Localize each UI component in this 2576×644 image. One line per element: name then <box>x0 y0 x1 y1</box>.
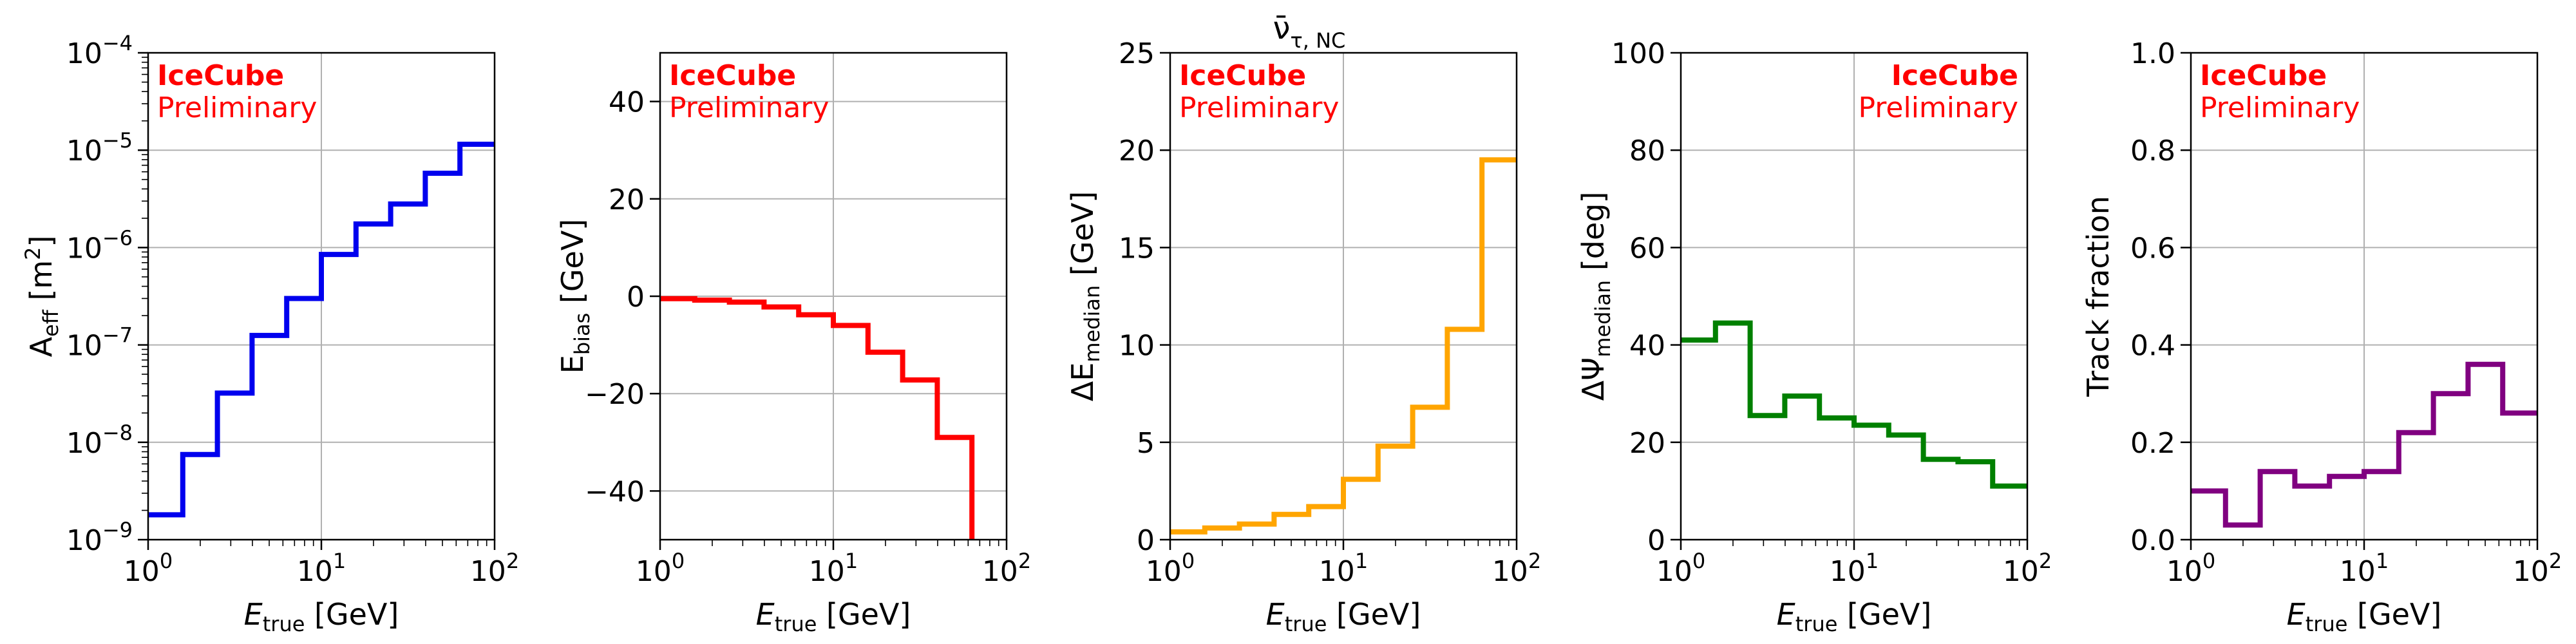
annotation-icecube: IceCube <box>157 59 284 92</box>
x-tick-label: 100 <box>636 549 685 588</box>
annotation-preliminary: Preliminary <box>669 91 829 124</box>
y-axis-label: ΔEmedian [GeV] <box>1065 191 1104 401</box>
x-tick-label: 102 <box>470 549 519 588</box>
y-tick-label: −20 <box>585 378 645 411</box>
x-tick-label: 100 <box>1656 549 1705 588</box>
y-tick-label: 20 <box>1629 427 1665 460</box>
annotation-preliminary: Preliminary <box>2200 91 2360 124</box>
y-tick-label: 0.0 <box>2130 524 2175 557</box>
y-tick-label: 40 <box>609 86 645 119</box>
y-axis-label: ΔΨmedian [deg] <box>1576 192 1615 401</box>
x-tick-label: 102 <box>982 549 1031 588</box>
y-axis-label: Aeff [m2] <box>21 236 63 357</box>
y-tick-label: 15 <box>1119 232 1155 265</box>
y-tick-label: 0.4 <box>2130 330 2175 363</box>
panel-1: 100 101 102 10−9 10−8 10−7 10−6 10−5 10−4 Etrue [… <box>21 31 519 636</box>
x-axis-label: Etrue [GeV] <box>1777 597 1932 636</box>
x-tick-label: 101 <box>1319 549 1368 588</box>
figure-title: ν̄τ, NC <box>1273 10 1346 53</box>
y-tick-label: 25 <box>1119 37 1155 70</box>
y-tick-label: 0 <box>627 281 645 314</box>
series-step-line <box>660 296 975 540</box>
y-tick-label: 10 <box>1119 330 1155 363</box>
x-tick-label: 101 <box>297 549 346 588</box>
x-axis-label: Etrue [GeV] <box>2287 597 2442 636</box>
x-tick-label: 102 <box>2513 549 2562 588</box>
series-step-line <box>1170 157 1517 535</box>
panel-3: 100 101 102 0 5 10 15 20 25 Etrue [GeV] ΔEmedian [… <box>1065 37 1541 636</box>
x-tick-label: 101 <box>809 549 858 588</box>
y-axis-label: Track fraction <box>2081 196 2116 397</box>
y-tick-label: 20 <box>1119 135 1155 167</box>
y-tick-label: −40 <box>585 475 645 508</box>
annotation-icecube: IceCube <box>669 59 796 92</box>
series-step-line <box>1681 320 2027 489</box>
y-tick-label: 10−8 <box>66 421 133 460</box>
annotation-icecube: IceCube <box>1891 59 2018 92</box>
y-tick-label: 1.0 <box>2130 37 2175 70</box>
x-tick-label: 100 <box>2166 549 2215 588</box>
series-step-line <box>2191 361 2537 528</box>
panel-2: 100 101 102 −40 −20 0 20 40 Etrue [GeV] Ebias [Ge… <box>555 52 1031 636</box>
panel-5: 100 101 102 0.0 0.2 0.4 0.6 0.8 1.0 Etrue [GeV] Tr… <box>2081 37 2562 636</box>
y-tick-label: 5 <box>1137 427 1155 460</box>
x-tick-label: 100 <box>124 549 173 588</box>
y-tick-label: 0 <box>1647 524 1665 557</box>
y-tick-label: 0.6 <box>2130 232 2175 265</box>
y-tick-label: 0.2 <box>2130 427 2175 460</box>
series-step-line <box>148 142 495 518</box>
y-tick-label: 100 <box>1611 37 1665 70</box>
annotation-preliminary: Preliminary <box>157 91 317 124</box>
annotation-icecube: IceCube <box>2200 59 2327 92</box>
x-tick-label: 102 <box>1492 549 1541 588</box>
y-tick-label: 10−5 <box>66 128 133 167</box>
y-tick-label: 10−6 <box>66 225 133 265</box>
x-axis-label: Etrue [GeV] <box>756 597 911 636</box>
y-tick-label: 20 <box>609 184 645 216</box>
x-tick-label: 101 <box>2340 549 2389 588</box>
y-axis-label: Ebias [GeV] <box>555 219 594 374</box>
x-axis-label: Etrue [GeV] <box>244 597 399 636</box>
x-tick-label: 101 <box>1830 549 1879 588</box>
annotation-preliminary: Preliminary <box>1859 91 2018 124</box>
y-tick-label: 10−9 <box>66 518 133 557</box>
x-tick-label: 100 <box>1146 549 1195 588</box>
panel-4: 100 101 102 0 20 40 60 80 100 Etrue [GeV] ΔΨmedian… <box>1576 37 2052 636</box>
y-tick-label: 10−4 <box>66 31 133 70</box>
x-axis-label: Etrue [GeV] <box>1266 597 1421 636</box>
y-tick-label: 10−7 <box>66 323 133 363</box>
annotation-icecube: IceCube <box>1179 59 1306 92</box>
y-tick-label: 80 <box>1629 135 1665 167</box>
y-tick-label: 40 <box>1629 330 1665 363</box>
y-tick-label: 60 <box>1629 232 1665 265</box>
y-tick-label: 0 <box>1137 524 1155 557</box>
y-tick-label: 0.8 <box>2130 135 2175 167</box>
annotation-preliminary: Preliminary <box>1179 91 1339 124</box>
x-tick-label: 102 <box>2003 549 2052 588</box>
